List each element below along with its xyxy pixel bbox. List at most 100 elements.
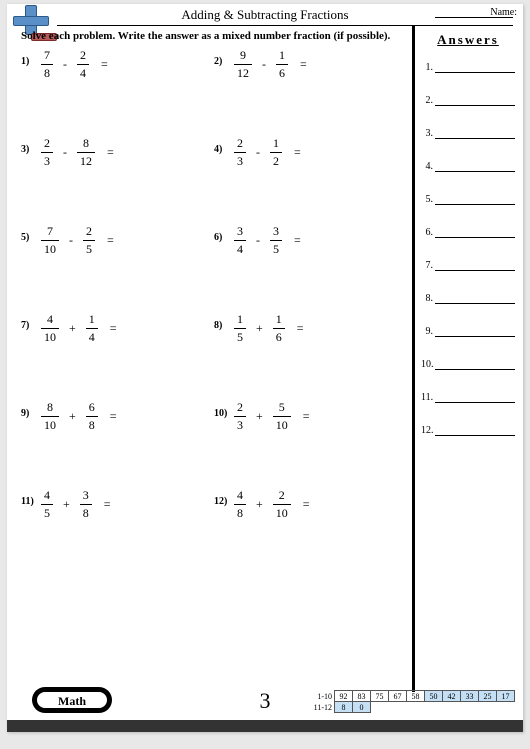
answer-number: 6. [421,227,435,238]
fraction-a: 710 [41,224,59,257]
score-row-label: 1-10 [311,691,335,702]
answer-number: 3. [421,128,435,139]
plus-minus-logo [13,5,57,49]
problem-row: 3)23-812=4)23-12= [21,134,407,222]
problem-row: 7)410+14=8)15+16= [21,310,407,398]
answer-blank[interactable] [435,294,515,304]
fraction-b: 25 [83,224,95,257]
fraction-b: 812 [77,136,95,169]
problem-cell: 8)15+16= [214,310,407,398]
answer-blank[interactable] [435,360,515,370]
fraction-a: 23 [234,400,246,433]
operator: + [67,321,78,336]
problem-cell: 7)410+14= [21,310,214,398]
answer-blank[interactable] [435,129,515,139]
operator: + [61,497,72,512]
fraction-b: 210 [273,488,291,521]
answer-line[interactable]: 12. [421,425,515,436]
equals-sign: = [106,321,117,336]
answer-number: 1. [421,62,435,73]
fraction-expression: 710-25= [41,222,114,257]
answer-line[interactable]: 6. [421,227,515,238]
problem-cell: 2)912-16= [214,46,407,134]
problem-number: 2) [214,46,234,67]
equals-sign: = [296,57,307,72]
answer-line[interactable]: 9. [421,326,515,337]
answer-blank[interactable] [435,426,515,436]
answer-blank[interactable] [435,261,515,271]
score-cell: 42 [443,691,461,702]
operator: + [67,409,78,424]
problem-row: 5)710-25=6)34-35= [21,222,407,310]
score-cell: 58 [407,691,425,702]
problem-row: 11)45+38=12)48+210= [21,486,407,574]
problem-cell: 6)34-35= [214,222,407,310]
answer-line[interactable]: 7. [421,260,515,271]
answer-blank[interactable] [435,327,515,337]
answer-line[interactable]: 3. [421,128,515,139]
fraction-a: 810 [41,400,59,433]
score-cell: 75 [371,691,389,702]
name-input-line[interactable] [435,17,513,18]
fraction-expression: 912-16= [234,46,307,81]
problem-cell: 1)78-24= [21,46,214,134]
problem-number: 4) [214,134,234,155]
equals-sign: = [290,233,301,248]
fraction-a: 23 [234,136,246,169]
fraction-expression: 78-24= [41,46,108,81]
problem-cell: 10)23+510= [214,398,407,486]
bottom-strip [7,720,523,732]
score-row: 11-1280 [311,702,515,713]
answer-blank[interactable] [435,162,515,172]
problem-number: 10) [214,398,234,419]
answer-blank[interactable] [435,393,515,403]
fraction-expression: 23+510= [234,398,310,433]
answer-line[interactable]: 8. [421,293,515,304]
problem-number: 8) [214,310,234,331]
score-cell: 17 [497,691,515,702]
answer-line[interactable]: 4. [421,161,515,172]
equals-sign: = [103,145,114,160]
score-cell: 67 [389,691,407,702]
equals-sign: = [299,497,310,512]
answer-line[interactable]: 11. [421,392,515,403]
equals-sign: = [290,145,301,160]
operator: + [254,497,265,512]
problems-grid: 1)78-24=2)912-16=3)23-812=4)23-12=5)710-… [21,46,407,574]
fraction-b: 68 [86,400,98,433]
answer-blank[interactable] [435,96,515,106]
score-cell: 83 [353,691,371,702]
answer-number: 11. [421,392,435,403]
answer-line[interactable]: 10. [421,359,515,370]
equals-sign: = [106,409,117,424]
score-row: 1-1092837567585042332517 [311,691,515,702]
answer-line[interactable]: 5. [421,194,515,205]
answer-number: 4. [421,161,435,172]
answer-blank[interactable] [435,195,515,205]
operator: + [254,409,265,424]
equals-sign: = [103,233,114,248]
worksheet-page: Adding & Subtracting Fractions Name: Sol… [7,4,523,732]
score-cell: 92 [335,691,353,702]
answer-blank[interactable] [435,228,515,238]
problem-number: 12) [214,486,234,507]
answer-line[interactable]: 2. [421,95,515,106]
problem-cell: 11)45+38= [21,486,214,574]
fraction-a: 23 [41,136,53,169]
fraction-a: 78 [41,48,53,81]
answer-blank[interactable] [435,63,515,73]
answer-number: 2. [421,95,435,106]
problem-cell: 3)23-812= [21,134,214,222]
fraction-a: 45 [41,488,53,521]
fraction-expression: 410+14= [41,310,117,345]
problem-number: 6) [214,222,234,243]
answer-line[interactable]: 1. [421,62,515,73]
problem-number: 3) [21,134,41,155]
equals-sign: = [100,497,111,512]
problem-number: 11) [21,486,41,507]
fraction-a: 34 [234,224,246,257]
vertical-divider [412,26,415,692]
operator: - [61,57,69,72]
fraction-expression: 45+38= [41,486,111,521]
equals-sign: = [299,409,310,424]
